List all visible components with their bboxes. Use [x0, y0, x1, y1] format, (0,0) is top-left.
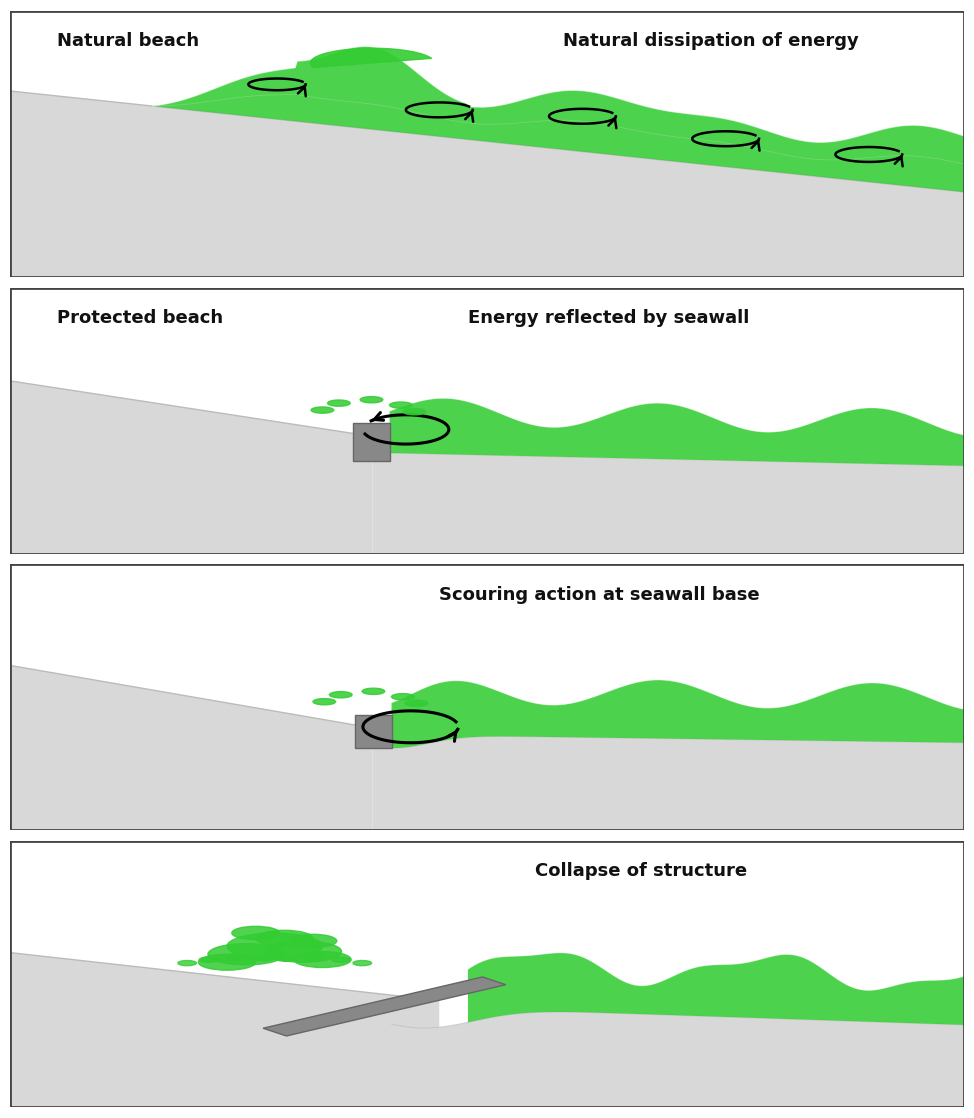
Text: Natural dissipation of energy: Natural dissipation of energy: [563, 32, 859, 50]
Bar: [10, 287, 964, 553]
Polygon shape: [468, 953, 964, 1025]
Polygon shape: [200, 957, 218, 963]
Text: Collapse of structure: Collapse of structure: [535, 862, 747, 880]
Polygon shape: [313, 699, 336, 704]
Polygon shape: [10, 953, 439, 1107]
Circle shape: [255, 930, 313, 946]
Text: Protected beach: Protected beach: [57, 309, 224, 328]
Text: Natural beach: Natural beach: [57, 32, 200, 50]
Polygon shape: [403, 408, 426, 415]
Polygon shape: [277, 956, 295, 961]
Circle shape: [227, 932, 322, 959]
Polygon shape: [329, 692, 353, 698]
Polygon shape: [10, 381, 372, 553]
Bar: [356, 714, 392, 748]
Circle shape: [289, 935, 337, 948]
Circle shape: [265, 941, 342, 963]
Polygon shape: [372, 737, 964, 831]
Polygon shape: [362, 689, 385, 694]
Polygon shape: [390, 402, 412, 408]
Polygon shape: [392, 1012, 964, 1107]
Polygon shape: [153, 47, 964, 192]
Polygon shape: [372, 453, 964, 553]
Bar: [354, 423, 390, 461]
Polygon shape: [263, 977, 506, 1036]
Circle shape: [294, 951, 351, 967]
Circle shape: [199, 955, 255, 970]
Polygon shape: [10, 91, 964, 277]
Polygon shape: [332, 957, 351, 963]
Polygon shape: [327, 400, 351, 406]
Polygon shape: [392, 693, 414, 700]
Bar: [10, 841, 964, 1107]
Polygon shape: [254, 956, 273, 961]
Bar: [10, 565, 964, 831]
Polygon shape: [392, 680, 964, 748]
Polygon shape: [178, 960, 197, 966]
Polygon shape: [360, 397, 383, 402]
Polygon shape: [10, 665, 372, 831]
Text: Energy reflected by seawall: Energy reflected by seawall: [468, 309, 749, 328]
Bar: [10, 11, 964, 277]
Polygon shape: [304, 956, 322, 961]
Polygon shape: [390, 398, 964, 466]
Circle shape: [207, 944, 284, 965]
Polygon shape: [311, 407, 334, 414]
Polygon shape: [311, 48, 431, 67]
Polygon shape: [354, 960, 372, 966]
Circle shape: [232, 927, 280, 939]
Polygon shape: [227, 956, 246, 961]
Polygon shape: [405, 700, 428, 707]
Text: Scouring action at seawall base: Scouring action at seawall base: [439, 586, 760, 604]
